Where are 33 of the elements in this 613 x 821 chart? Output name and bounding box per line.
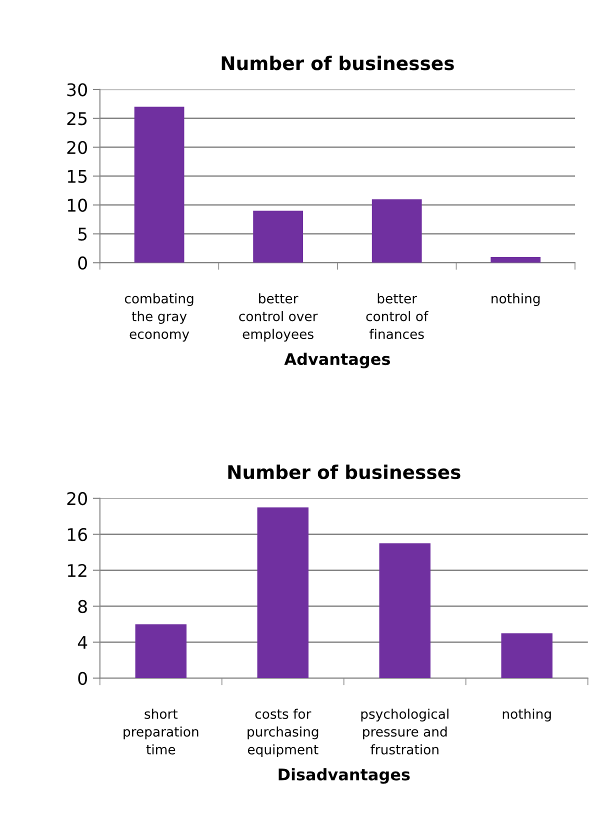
bar [253, 210, 304, 263]
y-tick-label: 8 [78, 600, 87, 614]
x-axis-title: Advantages [284, 352, 390, 368]
bar [134, 106, 184, 263]
y-tick-label: 4 [78, 636, 88, 649]
bar [501, 633, 552, 678]
bar [490, 256, 541, 263]
x-tick-label: better control over employees [239, 293, 318, 342]
x-tick-label: nothing [502, 708, 551, 722]
y-tick-label: 20 [67, 140, 87, 154]
bar [257, 507, 309, 678]
y-tick-label: 12 [68, 564, 86, 577]
x-tick-label: costs for purchasing equipment [248, 708, 318, 758]
y-tick-label: 15 [68, 170, 87, 183]
y-tick-label: 10 [68, 198, 87, 212]
bar [379, 543, 431, 678]
y-tick-label: 25 [67, 112, 87, 126]
y-tick-label: 20 [67, 492, 87, 506]
x-axis-title: Disadvantages [278, 768, 410, 784]
y-tick-label: 0 [78, 256, 87, 270]
bar [372, 199, 422, 263]
x-tick-label: psychological pressure and frustration [361, 708, 448, 754]
y-tick-label: 16 [68, 528, 88, 542]
x-tick-label: short preparation time [124, 708, 198, 754]
y-tick-label: 0 [78, 672, 87, 685]
y-tick-label: 5 [78, 228, 87, 241]
y-tick-label: 30 [67, 83, 87, 96]
x-tick-label: better control of finances [366, 293, 428, 340]
chart-title: Number of businesses [222, 56, 454, 70]
chart-title: Number of businesses [228, 464, 460, 480]
bar [135, 624, 187, 678]
x-tick-label: combating the gray economy [124, 293, 194, 342]
x-tick-label: nothing [492, 293, 540, 306]
